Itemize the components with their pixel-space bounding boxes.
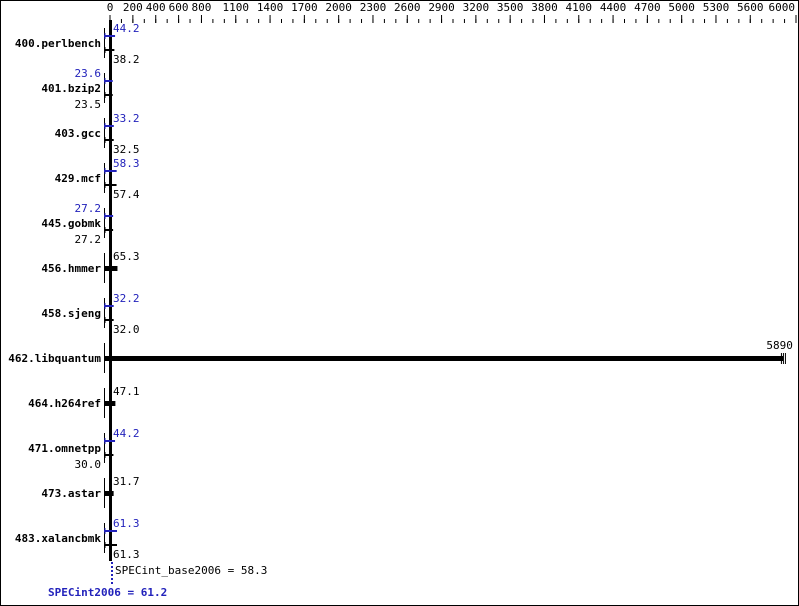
x-tick-label: 3200 <box>463 1 490 14</box>
benchmark-row: 471.omnetpp 44.2 30.0 <box>28 427 139 471</box>
benchmark-row: 429.mcf 58.3 57.4 <box>55 157 140 201</box>
x-tick-label: 2300 <box>360 1 387 14</box>
base-value-label: 32.5 <box>113 143 140 156</box>
peak-value-label: 58.3 <box>113 157 140 170</box>
benchmark-label: 464.h264ref <box>28 397 101 410</box>
base-bar <box>104 94 113 96</box>
base-bar <box>104 401 116 406</box>
base-value-label: 38.2 <box>113 53 140 66</box>
base-bar <box>104 266 118 271</box>
benchmark-row: 464.h264ref 47.1 <box>28 385 140 418</box>
x-tick-label: 400 <box>146 1 166 14</box>
base-summary-label: SPECint_base2006 = 58.3 <box>115 564 267 577</box>
peak-bar <box>104 170 117 172</box>
x-tick-label: 6000 <box>769 1 796 14</box>
x-tick-label: 4100 <box>566 1 593 14</box>
peak-bar <box>104 530 118 532</box>
benchmark-label: 401.bzip2 <box>41 82 101 95</box>
peak-bar <box>104 125 114 127</box>
x-tick-label: 800 <box>192 1 212 14</box>
base-value-label: 65.3 <box>113 250 140 263</box>
base-value-label: 5890 <box>766 339 793 352</box>
benchmark-row: 445.gobmk 27.2 27.2 <box>41 202 114 246</box>
benchmark-row: 458.sjeng 32.2 32.0 <box>41 292 139 336</box>
benchmark-label: 403.gcc <box>55 127 101 140</box>
base-bar <box>104 491 114 496</box>
peak-value-label: 32.2 <box>113 292 140 305</box>
base-value-label: 27.2 <box>75 233 102 246</box>
base-bar <box>104 544 118 546</box>
benchmark-label: 471.omnetpp <box>28 442 101 455</box>
peak-value-label: 23.6 <box>75 67 102 80</box>
base-bar <box>104 319 114 321</box>
benchmark-row: 456.hmmer 65.3 <box>41 250 140 283</box>
x-tick-label: 3800 <box>531 1 558 14</box>
base-bar <box>104 229 114 231</box>
benchmark-row: 483.xalancbmk 61.3 61.3 <box>15 517 140 561</box>
base-value-label: 30.0 <box>75 458 102 471</box>
x-tick-label: 0 <box>107 1 114 14</box>
base-value-label: 47.1 <box>113 385 140 398</box>
peak-value-label: 33.2 <box>113 112 140 125</box>
peak-bar <box>104 215 114 217</box>
x-tick-label: 600 <box>169 1 189 14</box>
benchmark-row: 400.perlbench 44.2 38.2 <box>15 22 140 66</box>
x-tick-label: 5600 <box>737 1 764 14</box>
base-bar <box>104 356 784 361</box>
x-tick-label: 1400 <box>257 1 284 14</box>
base-bar <box>104 454 114 456</box>
base-bar <box>104 184 117 186</box>
peak-bar <box>104 440 116 442</box>
base-value-label: 23.5 <box>75 98 102 111</box>
peak-value-label: 61.3 <box>113 517 140 530</box>
peak-bar <box>104 35 116 37</box>
peak-value-label: 44.2 <box>113 427 140 440</box>
x-tick-label: 5300 <box>703 1 730 14</box>
benchmark-label: 458.sjeng <box>41 307 101 320</box>
x-tick-label: 3500 <box>497 1 524 14</box>
benchmark-label: 473.astar <box>41 487 101 500</box>
x-tick-label: 2000 <box>325 1 352 14</box>
x-tick-label: 2900 <box>428 1 455 14</box>
benchmark-label: 429.mcf <box>55 172 101 185</box>
base-value-label: 61.3 <box>113 548 140 561</box>
base-bar <box>104 49 115 51</box>
x-tick-label: 2600 <box>394 1 421 14</box>
x-tick-label: 4700 <box>634 1 661 14</box>
benchmark-label: 483.xalancbmk <box>15 532 101 545</box>
benchmark-label: 400.perlbench <box>15 37 101 50</box>
x-tick-label: 200 <box>123 1 143 14</box>
benchmark-row: 403.gcc 33.2 32.5 <box>55 112 140 156</box>
x-tick-label: 1100 <box>223 1 250 14</box>
y-axis-line <box>109 20 112 561</box>
peak-value-label: 27.2 <box>75 202 102 215</box>
benchmark-row: 473.astar 31.7 <box>41 475 140 508</box>
base-value-label: 32.0 <box>113 323 140 336</box>
benchmark-label: 456.hmmer <box>41 262 101 275</box>
benchmark-row: 401.bzip2 23.6 23.5 <box>41 67 113 111</box>
benchmark-label: 445.gobmk <box>41 217 101 230</box>
peak-bar <box>104 80 113 82</box>
peak-value-label: 44.2 <box>113 22 140 35</box>
x-tick-label: 4400 <box>600 1 627 14</box>
peak-summary-label: SPECint2006 = 61.2 <box>48 586 167 599</box>
peak-bar <box>104 305 114 307</box>
base-value-label: 31.7 <box>113 475 140 488</box>
benchmark-label: 462.libquantum <box>8 352 101 365</box>
x-tick-label: 1700 <box>291 1 318 14</box>
benchmark-row: 462.libquantum 5890 <box>8 339 793 373</box>
x-tick-label: 5000 <box>668 1 695 14</box>
base-value-label: 57.4 <box>113 188 140 201</box>
base-bar <box>104 139 114 141</box>
